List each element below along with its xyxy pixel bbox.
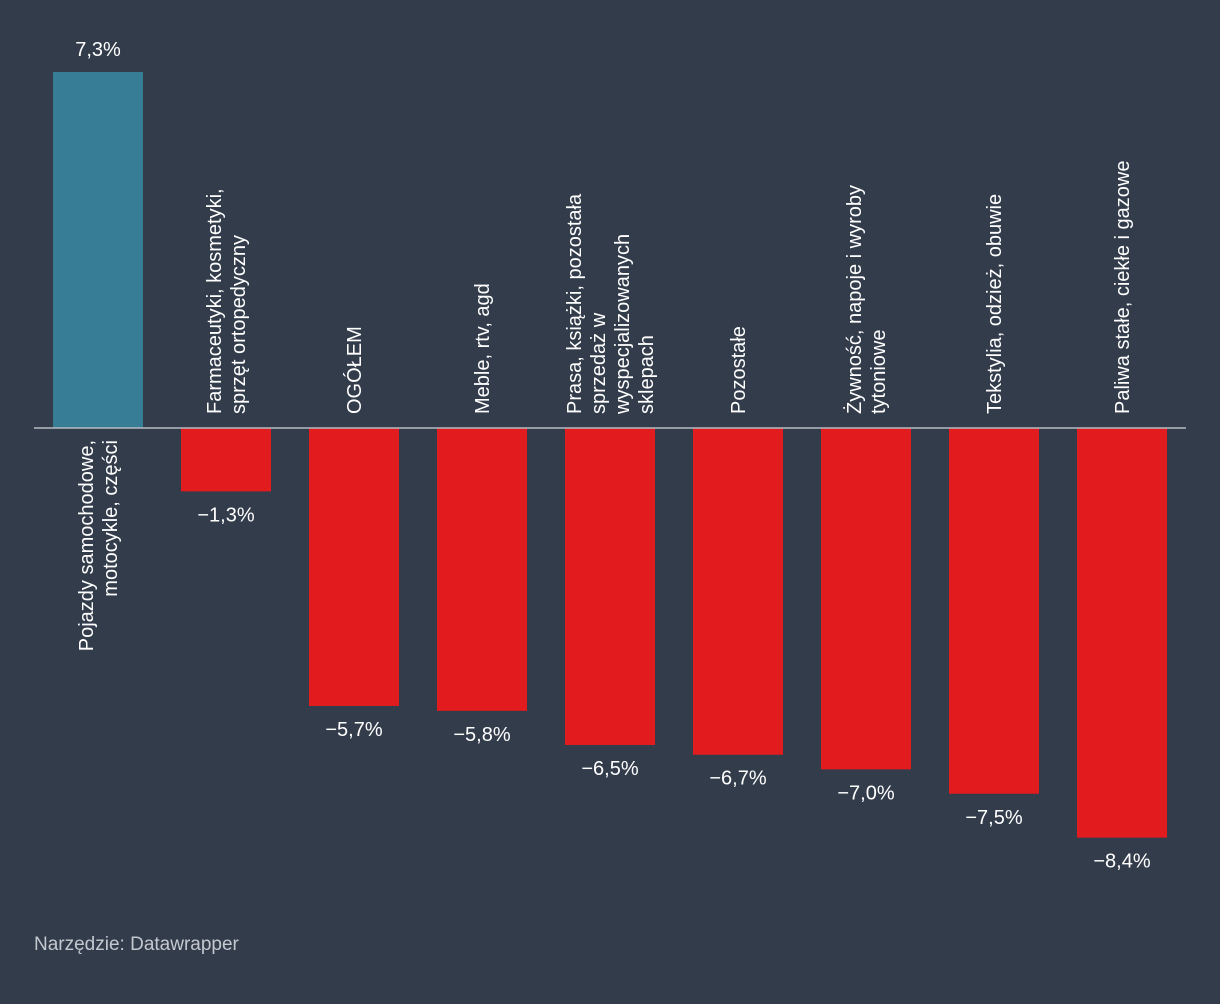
- category-label: Meble, rtv, agd: [472, 283, 494, 414]
- bar: [565, 428, 655, 745]
- category-label-line: wyspecjalizowanych: [612, 234, 634, 415]
- bar: [309, 428, 399, 706]
- category-label: Prasa, książki, pozostała sprzedaż w wyspe…: [564, 193, 658, 415]
- category-label-line: sklepach: [636, 335, 658, 414]
- category-label-line: sprzęt ortopedyczny: [228, 235, 250, 414]
- value-label: −6,7%: [709, 768, 766, 790]
- category-label-line: motocykle, części: [100, 440, 122, 597]
- category-label-line: Pozostałe: [728, 326, 750, 414]
- bar-chart: 7,3% −1,3% −5,7% −5,8% −6,5% −6,7% −7,0% −7,5% −…: [34, 39, 1186, 873]
- category-label-line: tytoniowe: [868, 330, 890, 415]
- category-label-line: Tekstylia, odzież, obuwie: [984, 194, 1006, 414]
- category-label-line: sprzedaż w: [588, 312, 610, 414]
- category-label-line: OGÓŁEM: [343, 326, 366, 414]
- bar: [437, 428, 527, 711]
- category-label-line: Paliwa stałe, ciekłe i gazowe: [1112, 161, 1134, 414]
- category-label-line: Farmaceutyki, kosmetyki,: [204, 188, 226, 414]
- bar: [1077, 428, 1167, 838]
- value-labels-group: 7,3% −1,3% −5,7% −5,8% −6,5% −6,7% −7,0% −7,5% −…: [75, 39, 1151, 873]
- value-label: −6,5%: [581, 758, 638, 780]
- value-label: −8,4%: [1093, 851, 1150, 873]
- bar: [821, 428, 911, 770]
- category-label-line: Prasa, książki, pozostała: [564, 193, 586, 414]
- value-label: −7,5%: [965, 807, 1022, 829]
- bar: [949, 428, 1039, 794]
- category-label: Pozostałe: [728, 326, 750, 414]
- value-label: −1,3%: [197, 504, 254, 526]
- category-label: Paliwa stałe, ciekłe i gazowe: [1112, 161, 1134, 414]
- bar: [53, 72, 143, 428]
- category-label-line: Meble, rtv, agd: [472, 283, 494, 414]
- bars-group: [53, 72, 1167, 838]
- category-label: OGÓŁEM: [343, 326, 366, 414]
- source-credit: Narzędzie: Datawrapper: [34, 934, 239, 955]
- category-label: Tekstylia, odzież, obuwie: [984, 194, 1006, 414]
- category-labels-group: Pojazdy samochodowe, motocykle, części Far…: [76, 161, 1134, 652]
- category-label: Farmaceutyki, kosmetyki, sprzęt ortopedyc…: [204, 188, 250, 414]
- category-label-line: Żywność, napoje i wyroby: [843, 185, 866, 414]
- category-label: Żywność, napoje i wyroby tytoniowe: [843, 185, 890, 414]
- value-label: −5,7%: [325, 719, 382, 741]
- value-label: 7,3%: [75, 39, 121, 61]
- category-label: Pojazdy samochodowe, motocykle, części: [76, 440, 122, 651]
- bar: [693, 428, 783, 755]
- bar: [181, 428, 271, 492]
- value-label: −7,0%: [837, 782, 894, 804]
- value-label: −5,8%: [453, 724, 510, 746]
- category-label-line: Pojazdy samochodowe,: [76, 440, 98, 651]
